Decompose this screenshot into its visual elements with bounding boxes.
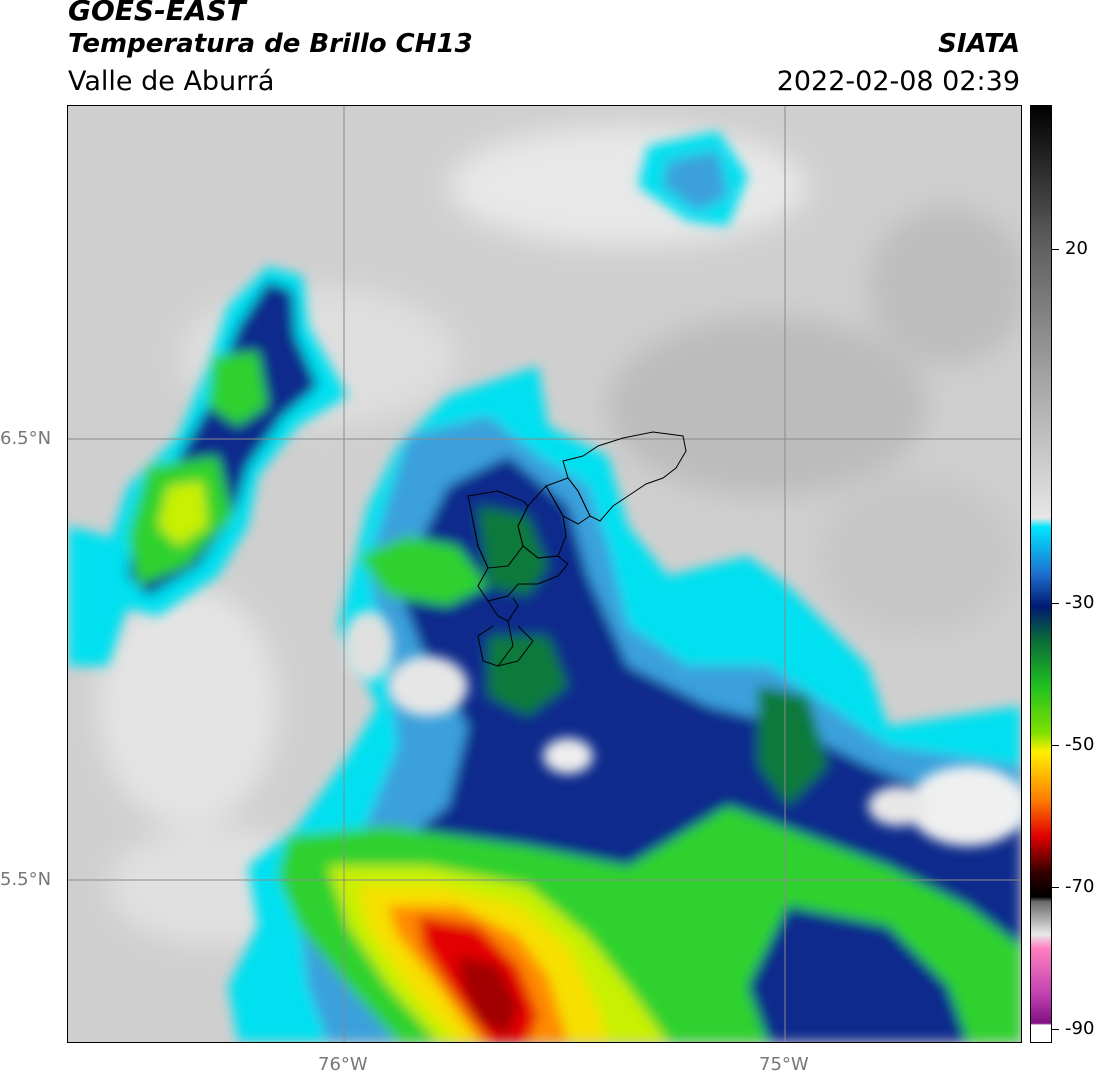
satellite-name: GOES-EAST <box>68 0 246 27</box>
colorbar-label: 20 <box>1065 238 1088 259</box>
lon-label-75w: 75°W <box>759 1054 809 1075</box>
colorbar-label: -90 <box>1065 1018 1094 1039</box>
colorbar-tick <box>1051 1029 1059 1030</box>
colorbar-tick <box>1051 249 1059 250</box>
lat-label-6-5n: 6.5°N <box>0 428 52 449</box>
lon-label-76w: 76°W <box>318 1054 368 1075</box>
colorbar-label: -70 <box>1065 876 1094 897</box>
organization-name: SIATA <box>938 29 1020 59</box>
temperature-colorbar <box>1030 105 1052 1043</box>
municipal-boundaries <box>467 431 687 667</box>
colorbar-label: -50 <box>1065 734 1094 755</box>
clear-pockets <box>343 611 1021 846</box>
colorbar-label: -30 <box>1065 592 1094 613</box>
satellite-map[interactable] <box>67 105 1022 1043</box>
region-name: Valle de Aburrá <box>68 66 275 97</box>
colorbar-tick <box>1051 745 1059 746</box>
product-title: Temperatura de Brillo CH13 <box>68 29 473 59</box>
timestamp: 2022-02-08 02:39 <box>776 66 1020 97</box>
colorbar-tick <box>1051 603 1059 604</box>
map-gridlines <box>68 106 1021 1042</box>
brightness-temperature-field <box>68 106 1021 1042</box>
lat-label-5-5n: 5.5°N <box>0 869 52 890</box>
colorbar-tick <box>1051 887 1059 888</box>
